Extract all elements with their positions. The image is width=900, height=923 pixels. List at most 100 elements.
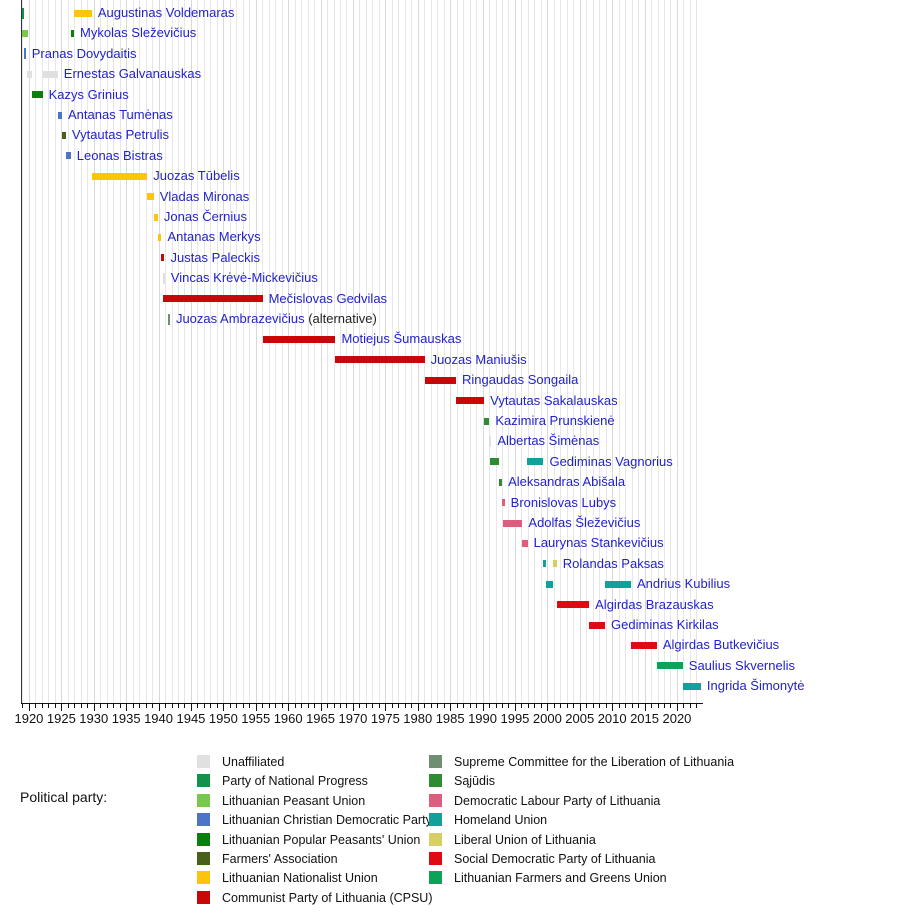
x-axis-tick-label: 2020: [662, 711, 692, 726]
pm-name[interactable]: Laurynas Stankevičius: [533, 535, 664, 551]
pm-name-link[interactable]: Augustinas Voldemaras: [98, 5, 235, 21]
pm-name[interactable]: Vladas Mironas: [159, 188, 250, 204]
x-axis-tick: [502, 704, 503, 708]
pm-name-link[interactable]: Leonas Bistras: [77, 148, 163, 164]
pm-name-link[interactable]: Juozas Ambrazevičius (alternative): [176, 311, 377, 327]
pm-name[interactable]: Algirdas Brazauskas: [595, 596, 714, 612]
pm-name-link[interactable]: Juozas Maniušis: [431, 352, 527, 368]
term-bar: [546, 580, 553, 588]
pm-name[interactable]: Juozas Ambrazevičius: [175, 311, 305, 326]
pm-name[interactable]: Vytautas Petrulis: [71, 127, 169, 143]
pm-name-link[interactable]: Motiejus Šumauskas: [341, 331, 461, 347]
pm-name[interactable]: Antanas Tumėnas: [68, 107, 173, 122]
x-axis-tick-label: 1980: [403, 711, 433, 726]
gridline-year: [618, 0, 620, 703]
x-axis-tick: [242, 704, 244, 708]
pm-name-link[interactable]: Gediminas Kirkilas: [611, 617, 719, 633]
x-axis-tick: [463, 704, 465, 708]
pm-name-link[interactable]: Laurynas Stankevičius: [534, 535, 664, 551]
pm-name[interactable]: Ringaudas Songaila: [461, 372, 579, 388]
pm-name[interactable]: Mečislovas Gedvilas: [268, 290, 388, 306]
pm-name-link[interactable]: Vytautas Petrulis: [72, 127, 169, 143]
pm-name-link[interactable]: Pranas Dovydaitis: [32, 46, 137, 62]
term-bar: [424, 376, 456, 384]
x-axis-tick: [359, 704, 361, 708]
pm-name-link[interactable]: Antanas Merkys: [167, 229, 260, 245]
x-axis-tick: [456, 704, 458, 708]
x-axis-tick: [437, 704, 439, 708]
pm-name[interactable]: Andrius Kubilius: [636, 576, 731, 592]
pm-name-link[interactable]: Aleksandras Abišala: [508, 474, 625, 490]
pm-name-link[interactable]: Vytautas Sakalauskas: [490, 393, 617, 409]
gridline-year: [314, 0, 316, 703]
pm-name-link[interactable]: Gediminas Vagnorius: [549, 454, 672, 470]
pm-name-link[interactable]: Vladas Mironas: [160, 189, 250, 205]
pm-name[interactable]: Vytautas Sakalauskas: [490, 392, 618, 408]
term-bar: [682, 682, 701, 690]
pm-name-link[interactable]: Kazys Grinius: [49, 87, 129, 103]
pm-name-link[interactable]: Juozas Tūbelis: [153, 168, 239, 184]
pm-name-link[interactable]: Algirdas Butkevičius: [663, 637, 779, 653]
pm-name-link[interactable]: Saulius Skvernelis: [689, 658, 795, 674]
pm-name-link[interactable]: Ringaudas Songaila: [462, 372, 578, 388]
gridline-year: [651, 0, 653, 703]
pm-name[interactable]: Justas Paleckis: [170, 249, 261, 265]
pm-name[interactable]: Bronislovas Lubys: [510, 494, 617, 510]
x-axis-tick: [139, 704, 141, 708]
x-axis-tick-major: [547, 704, 549, 711]
gridline-year: [281, 0, 283, 703]
pm-name[interactable]: Motiejus Šumauskas: [341, 331, 462, 347]
pm-name-link[interactable]: Jonas Černius: [164, 209, 247, 225]
pm-name[interactable]: Gediminas Kirkilas: [611, 617, 719, 632]
pm-name[interactable]: Rolandas Paksas: [562, 555, 664, 571]
pm-name-link[interactable]: Ernestas Galvanauskas: [64, 66, 201, 82]
pm-name-link[interactable]: Albertas Šimėnas: [497, 433, 599, 449]
pm-name[interactable]: Pranas Dovydaitis: [31, 45, 137, 61]
gridline-year: [145, 0, 147, 703]
pm-name[interactable]: Kazys Grinius: [48, 86, 129, 102]
term-bar: [499, 478, 503, 486]
pm-name-link[interactable]: Adolfas Šleževičius: [528, 515, 640, 531]
pm-name[interactable]: Leonas Bistras: [76, 147, 163, 163]
pm-name[interactable]: Aleksandras Abišala: [508, 474, 626, 490]
pm-name-link[interactable]: Kazimira Prunskienė: [495, 413, 614, 429]
term-bar: [589, 621, 606, 629]
pm-name[interactable]: Kazimira Prunskienė: [495, 413, 615, 428]
term-bar: [162, 295, 263, 303]
pm-name[interactable]: Augustinas Voldemaras: [97, 5, 235, 20]
pm-name[interactable]: Vincas Krėvė-Mickevičius: [170, 270, 318, 286]
gridline-year: [106, 0, 108, 703]
pm-name[interactable]: Ingrida Šimonytė: [706, 678, 805, 694]
pm-name[interactable]: Saulius Skvernelis: [688, 657, 795, 673]
pm-name-link[interactable]: Bronislovas Lubys: [511, 495, 617, 511]
term-bar: [552, 560, 557, 568]
x-axis-tick: [119, 704, 121, 708]
pm-name[interactable]: Mykolas Sleževičius: [79, 25, 197, 41]
pm-name[interactable]: Albertas Šimėnas: [497, 433, 600, 449]
pm-name[interactable]: Juozas Tūbelis: [153, 168, 240, 184]
pm-name[interactable]: Adolfas Šleževičius: [528, 515, 641, 530]
pm-name[interactable]: Juozas Maniušis: [430, 351, 527, 367]
gridline-year: [132, 0, 134, 703]
gridline-year: [67, 0, 69, 703]
pm-name[interactable]: Antanas Merkys: [167, 229, 261, 245]
term-bar: [147, 193, 154, 201]
pm-name[interactable]: Gediminas Vagnorius: [549, 453, 673, 469]
x-axis-tick-major: [255, 704, 257, 711]
gridline-year: [508, 0, 510, 703]
pm-name[interactable]: Ernestas Galvanauskas: [63, 66, 202, 82]
pm-name[interactable]: Algirdas Butkevičius: [662, 637, 780, 653]
x-axis-tick: [404, 704, 406, 708]
pm-name-link[interactable]: Mykolas Sleževičius: [80, 25, 196, 41]
pm-name-link[interactable]: Vincas Krėvė-Mickevičius: [171, 270, 318, 286]
pm-name-link[interactable]: Algirdas Brazauskas: [595, 597, 714, 613]
pm-name-link[interactable]: Antanas Tumėnas: [68, 107, 173, 123]
x-axis-tick-major: [385, 704, 387, 711]
pm-name-link[interactable]: Ingrida Šimonytė: [707, 678, 805, 694]
term-bar: [73, 9, 92, 17]
pm-name-link[interactable]: Justas Paleckis: [170, 250, 260, 266]
pm-name-link[interactable]: Andrius Kubilius: [637, 576, 730, 592]
pm-name[interactable]: Jonas Černius: [163, 209, 248, 224]
pm-name-link[interactable]: Mečislovas Gedvilas: [269, 291, 388, 307]
pm-name-link[interactable]: Rolandas Paksas: [563, 556, 664, 572]
